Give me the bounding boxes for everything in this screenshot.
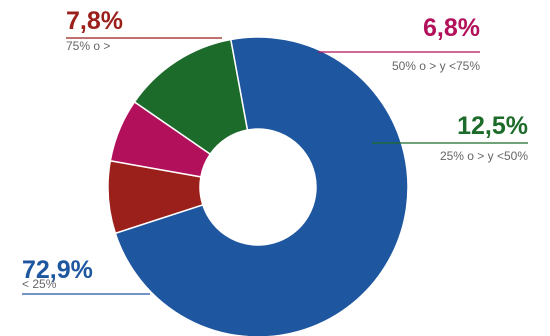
- slice-labels: 7,8% 75% o > 6,8% 50% o > y <75% 12,5% 25% o …: [22, 7, 528, 291]
- slice-75-plus-percent-label: 7,8%: [66, 7, 123, 35]
- slice-25-50-category-label: 25% o > y <50%: [440, 149, 528, 163]
- slice-under-25-percent-label: 72,9%: [22, 256, 93, 284]
- donut-slices: [107, 36, 409, 336]
- slice-under-25: [114, 36, 409, 336]
- slice-50-75-percent-label: 6,8%: [423, 14, 480, 42]
- slice-50-75-category-label: 50% o > y <75%: [392, 59, 480, 73]
- slice-under-25-category-label: < 25%: [22, 277, 57, 291]
- leader-lines: [22, 37, 528, 295]
- slice-75-plus-category-label: 75% o >: [66, 39, 110, 53]
- slice-25-50-percent-label: 12,5%: [457, 112, 528, 140]
